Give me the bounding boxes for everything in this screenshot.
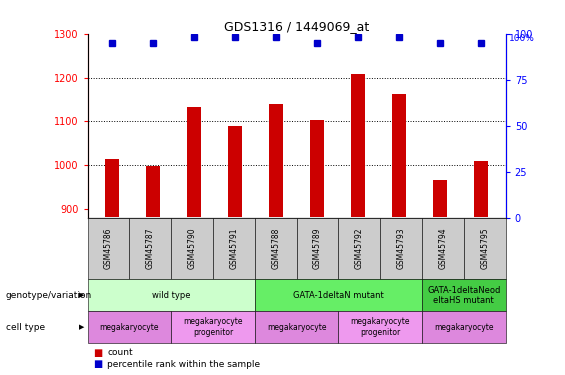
Text: cell type: cell type xyxy=(6,323,45,332)
Bar xyxy=(351,74,366,217)
Bar xyxy=(105,159,119,218)
Text: GSM45790: GSM45790 xyxy=(188,228,197,269)
Text: wild type: wild type xyxy=(152,291,190,300)
Text: ■: ■ xyxy=(93,359,102,369)
Text: megakaryocyte: megakaryocyte xyxy=(434,323,494,332)
Text: megakaryocyte: megakaryocyte xyxy=(267,323,327,332)
Text: GSM45795: GSM45795 xyxy=(480,228,489,269)
Text: GATA-1deltaNeod
eltaHS mutant: GATA-1deltaNeod eltaHS mutant xyxy=(427,286,501,305)
Text: GATA-1deltaN mutant: GATA-1deltaN mutant xyxy=(293,291,384,300)
Bar xyxy=(474,162,488,218)
Text: ▶: ▶ xyxy=(79,292,85,298)
Text: ▶: ▶ xyxy=(79,324,85,330)
Text: megakaryocyte: megakaryocyte xyxy=(99,323,159,332)
Text: percentile rank within the sample: percentile rank within the sample xyxy=(107,360,260,369)
Text: megakaryocyte
progenitor: megakaryocyte progenitor xyxy=(183,318,243,337)
Text: 100%: 100% xyxy=(508,34,534,43)
Bar xyxy=(228,126,242,218)
Text: GSM45786: GSM45786 xyxy=(104,228,113,269)
Bar xyxy=(269,104,283,218)
Title: GDS1316 / 1449069_at: GDS1316 / 1449069_at xyxy=(224,20,370,33)
Text: GSM45793: GSM45793 xyxy=(397,228,406,269)
Bar xyxy=(433,180,447,218)
Text: ■: ■ xyxy=(93,348,102,358)
Bar xyxy=(146,166,160,218)
Text: GSM45794: GSM45794 xyxy=(438,228,447,269)
Text: GSM45789: GSM45789 xyxy=(313,228,322,269)
Text: GSM45791: GSM45791 xyxy=(229,228,238,269)
Bar xyxy=(187,107,201,218)
Text: GSM45788: GSM45788 xyxy=(271,228,280,269)
Text: GSM45792: GSM45792 xyxy=(355,228,364,269)
Bar xyxy=(392,94,406,218)
Bar xyxy=(310,120,324,218)
Text: megakaryocyte
progenitor: megakaryocyte progenitor xyxy=(350,318,410,337)
Text: GSM45787: GSM45787 xyxy=(146,228,155,269)
Text: genotype/variation: genotype/variation xyxy=(6,291,92,300)
Text: count: count xyxy=(107,348,133,357)
